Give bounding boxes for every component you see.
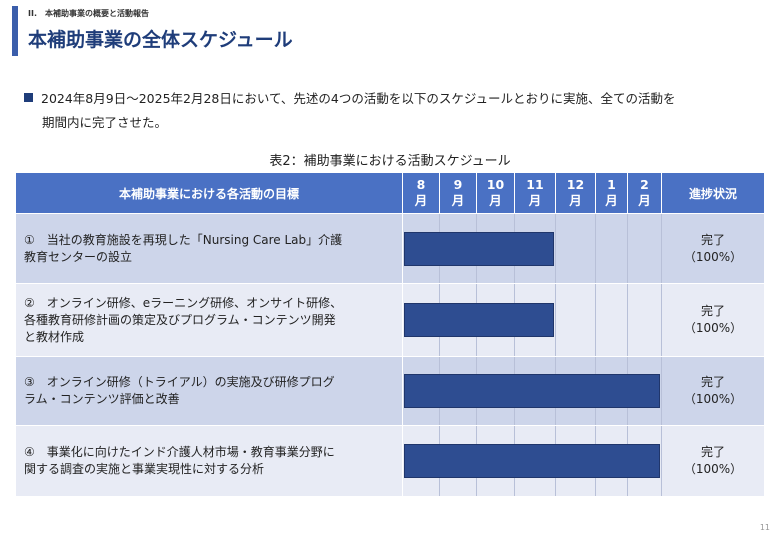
activity-goal-text: ② オンライン研修、eラーニング研修、オンサイト研修、 各種教育研修計画の策定及び… xyxy=(24,295,342,346)
activity-goal-line: ラム・コンテンツ評価と改善 xyxy=(24,392,180,406)
status-cell: 完了 （100%） xyxy=(662,284,764,356)
activity-goal-text: ③ オンライン研修（トライアル）の実施及び研修プログ ラム・コンテンツ評価と改善 xyxy=(24,374,335,408)
month-unit: 月 xyxy=(528,193,542,208)
month-number: 2 xyxy=(640,177,649,192)
month-grid-cell xyxy=(628,284,662,356)
activity-goal-cell: ② オンライン研修、eラーニング研修、オンサイト研修、 各種教育研修計画の策定及び… xyxy=(16,284,403,356)
month-number: 8 xyxy=(416,177,426,192)
month-unit: 月 xyxy=(451,193,465,208)
status-cell: 完了 （100%） xyxy=(662,426,764,496)
month-grid-cell xyxy=(596,214,628,283)
activity-goal-line: 各種教育研修計画の策定及びプログラム・コンテンツ開発 xyxy=(24,312,336,327)
summary-bullet: 2024年8月9日～2025年2月28日において、先述の4つの活動を以下のスケジ… xyxy=(24,87,764,135)
activity-goal-cell: ① 当社の教育施設を再現した「Nursing Care Lab」介護 教育センター… xyxy=(16,214,403,283)
schedule-bar xyxy=(404,231,554,266)
status-column-header: 進捗状況 xyxy=(662,173,764,213)
page-title: 本補助事業の全体スケジュール xyxy=(28,29,293,51)
activity-goal-line: 関する調査の実施と事業実現性に対する分析 xyxy=(24,462,265,476)
activity-goal-cell: ③ オンライン研修（トライアル）の実施及び研修プログ ラム・コンテンツ評価と改善 xyxy=(16,357,403,425)
page-number: 11 xyxy=(759,523,770,532)
status-percent: （100%） xyxy=(683,392,743,406)
schedule-bar xyxy=(404,444,660,478)
table-caption: 表2：補助事業における活動スケジュール xyxy=(269,154,511,169)
slide-header: II. 本補助事業の概要と活動報告 本補助事業の全体スケジュール xyxy=(12,6,293,56)
summary-line-2: 期間内に完了させた。 xyxy=(42,115,168,130)
status-label: 完了 xyxy=(700,445,725,459)
activity-goal-text: ④ 事業化に向けたインド介護人材市場・教育事業分野に 関する調査の実施と事業実現性… xyxy=(24,444,335,478)
month-unit: 月 xyxy=(638,193,651,208)
schedule-bar xyxy=(404,374,660,408)
month-header: 10 月 xyxy=(477,173,515,213)
status-percent: （100%） xyxy=(683,462,743,476)
activity-goal-line: ③ オンライン研修（トライアル）の実施及び研修プログ xyxy=(24,375,335,389)
status-label: 完了 xyxy=(700,232,725,247)
schedule-bar xyxy=(404,303,554,337)
activity-goal-line: ① 当社の教育施設を再現した「Nursing Care Lab」介護 xyxy=(24,232,343,247)
month-unit: 月 xyxy=(414,193,428,208)
goal-column-header: 本補助事業における各活動の目標 xyxy=(16,173,403,213)
month-grid-cell xyxy=(556,284,596,356)
activity-goal-text: ① 当社の教育施設を再現した「Nursing Care Lab」介護 教育センター… xyxy=(24,232,342,266)
month-unit: 月 xyxy=(569,193,582,208)
month-number: 11 xyxy=(526,177,544,192)
month-header: 12 月 xyxy=(556,173,596,213)
month-number: 10 xyxy=(486,177,505,192)
month-grid-cell xyxy=(556,214,596,283)
month-header: 11 月 xyxy=(515,173,556,213)
square-bullet-icon xyxy=(24,93,33,102)
status-label: 完了 xyxy=(700,304,725,318)
status-percent: （100%） xyxy=(683,321,743,335)
month-grid-cell xyxy=(596,284,628,356)
month-number: 9 xyxy=(453,177,463,192)
status-cell: 完了 （100%） xyxy=(662,357,764,425)
status-cell: 完了 （100%） xyxy=(662,214,764,283)
section-label: II. 本補助事業の概要と活動報告 xyxy=(28,9,149,18)
month-unit: 月 xyxy=(489,193,502,208)
activity-goal-line: ② オンライン研修、eラーニング研修、オンサイト研修、 xyxy=(24,295,343,310)
activity-goal-cell: ④ 事業化に向けたインド介護人材市場・教育事業分野に 関する調査の実施と事業実現性… xyxy=(16,426,403,496)
status-percent: （100%） xyxy=(683,249,743,264)
month-unit: 月 xyxy=(605,193,618,208)
summary-line-1: 2024年8月9日～2025年2月28日において、先述の4つの活動を以下のスケジ… xyxy=(41,91,676,106)
activity-goal-line: 教育センターの設立 xyxy=(24,249,133,264)
schedule-table: 本補助事業における各活動の目標 8 月 9 月 10 月 11 月 12 月 1 月 2 月進捗状況 ① 当社… xyxy=(16,173,764,496)
status-label: 完了 xyxy=(700,375,725,389)
month-number: 12 xyxy=(566,177,585,192)
activity-goal-line: と教材作成 xyxy=(24,329,85,344)
month-number: 1 xyxy=(607,177,616,192)
month-grid-cell xyxy=(628,214,662,283)
activity-goal-line: ④ 事業化に向けたインド介護人材市場・教育事業分野に xyxy=(24,445,335,459)
